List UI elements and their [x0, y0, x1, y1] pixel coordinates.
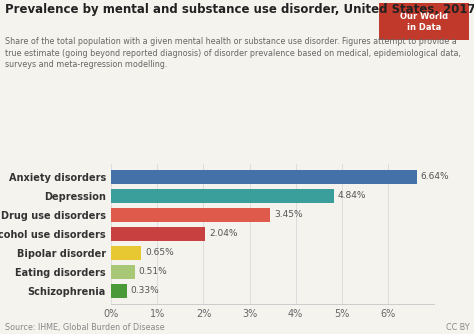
Text: 6.64%: 6.64%	[421, 172, 449, 181]
Text: Our World
in Data: Our World in Data	[400, 12, 448, 32]
Text: 0.65%: 0.65%	[145, 248, 174, 257]
Bar	[111, 284, 127, 298]
Text: CC BY: CC BY	[446, 323, 469, 332]
Bar	[111, 246, 141, 260]
Text: 3.45%: 3.45%	[274, 210, 302, 219]
Text: 2.04%: 2.04%	[209, 229, 237, 238]
Text: 0.33%: 0.33%	[130, 286, 159, 295]
Bar	[111, 170, 417, 184]
Bar	[111, 189, 334, 203]
Text: Share of the total population with a given mental health or substance use disord: Share of the total population with a giv…	[5, 37, 461, 69]
Text: 4.84%: 4.84%	[338, 191, 366, 200]
Text: 0.51%: 0.51%	[138, 267, 167, 276]
Text: Prevalence by mental and substance use disorder, United States, 2017: Prevalence by mental and substance use d…	[5, 3, 474, 16]
Text: Source: IHME, Global Burden of Disease: Source: IHME, Global Burden of Disease	[5, 323, 164, 332]
Bar	[111, 227, 205, 240]
Bar	[111, 265, 135, 279]
Bar	[111, 208, 270, 222]
